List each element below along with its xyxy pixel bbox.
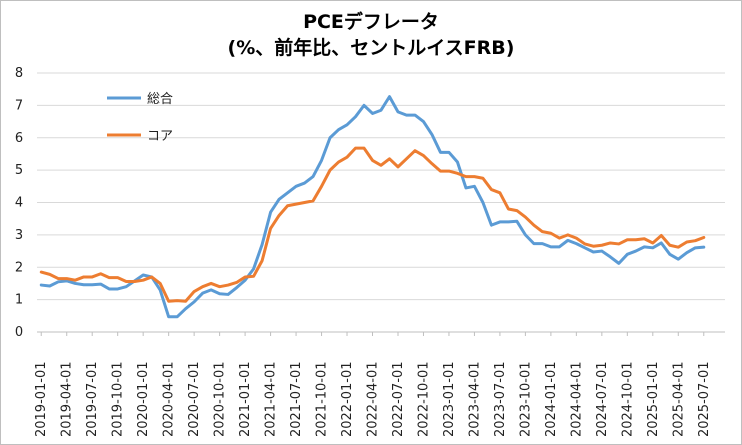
x-tick-label: 2021-07-01: [289, 361, 304, 437]
x-tick-label: 2022-10-01: [416, 361, 431, 437]
y-tick-label: 0: [15, 325, 23, 340]
y-tick-label: 4: [15, 196, 23, 211]
x-tick-label: 2020-01-01: [136, 361, 151, 437]
x-tick-label: 2020-10-01: [213, 361, 228, 437]
x-tick-label: 2024-10-01: [620, 361, 635, 437]
x-tick-label: 2019-01-01: [34, 361, 49, 437]
series-lines: [39, 95, 706, 319]
chart-title-line2: (%、前年比、セントルイスFRB): [227, 37, 515, 59]
y-tick-label: 2: [15, 260, 23, 275]
y-tick-label: 6: [15, 131, 23, 146]
x-tick-label: 2024-07-01: [595, 361, 610, 437]
x-tick-label: 2023-01-01: [442, 361, 457, 437]
chart-title-line1: PCEデフレータ: [303, 11, 439, 33]
x-tick-label: 2022-07-01: [391, 361, 406, 437]
x-tick-label: 2021-04-01: [264, 361, 279, 437]
y-tick-label: 3: [15, 228, 23, 243]
x-tick-label: 2023-10-01: [518, 361, 533, 437]
x-tick-label: 2021-10-01: [315, 361, 330, 437]
x-tick-label: 2021-01-01: [238, 361, 253, 437]
x-tick-label: 2020-07-01: [187, 361, 202, 437]
x-tick-label: 2023-04-01: [467, 361, 482, 437]
chart-title: PCEデフレータ (%、前年比、セントルイスFRB): [1, 9, 741, 61]
y-tick-label: 5: [15, 163, 23, 178]
gridlines: [37, 72, 725, 333]
legend-label: 総合: [147, 92, 173, 107]
series-line-core: [39, 146, 706, 303]
x-tick-label: 2025-01-01: [646, 361, 661, 437]
y-tick-label: 1: [15, 293, 23, 308]
x-tick-label: 2025-07-01: [697, 361, 712, 437]
axes: 0 1 2 3 4 5 6 7 8 2019-01-01 2019-04-01 2019-07-01 2…: [15, 66, 712, 437]
legend-label: コア: [147, 129, 173, 144]
x-tick-label: 2020-04-01: [162, 361, 177, 437]
x-tick-label: 2024-04-01: [569, 361, 584, 437]
x-tick-label: 2019-04-01: [60, 361, 75, 437]
x-tick-label: 2022-01-01: [340, 361, 355, 437]
x-tick-label: 2025-04-01: [671, 361, 686, 437]
x-tick-label: 2024-01-01: [544, 361, 559, 437]
y-tick-label: 8: [15, 66, 23, 81]
x-tick-label: 2019-07-01: [85, 361, 100, 437]
x-tick-label: 2022-04-01: [366, 361, 381, 437]
series-line-total: [39, 95, 706, 319]
y-tick-label: 7: [15, 98, 23, 113]
x-tick-label: 2019-10-01: [111, 361, 126, 437]
x-tick-label: 2023-07-01: [493, 361, 508, 437]
